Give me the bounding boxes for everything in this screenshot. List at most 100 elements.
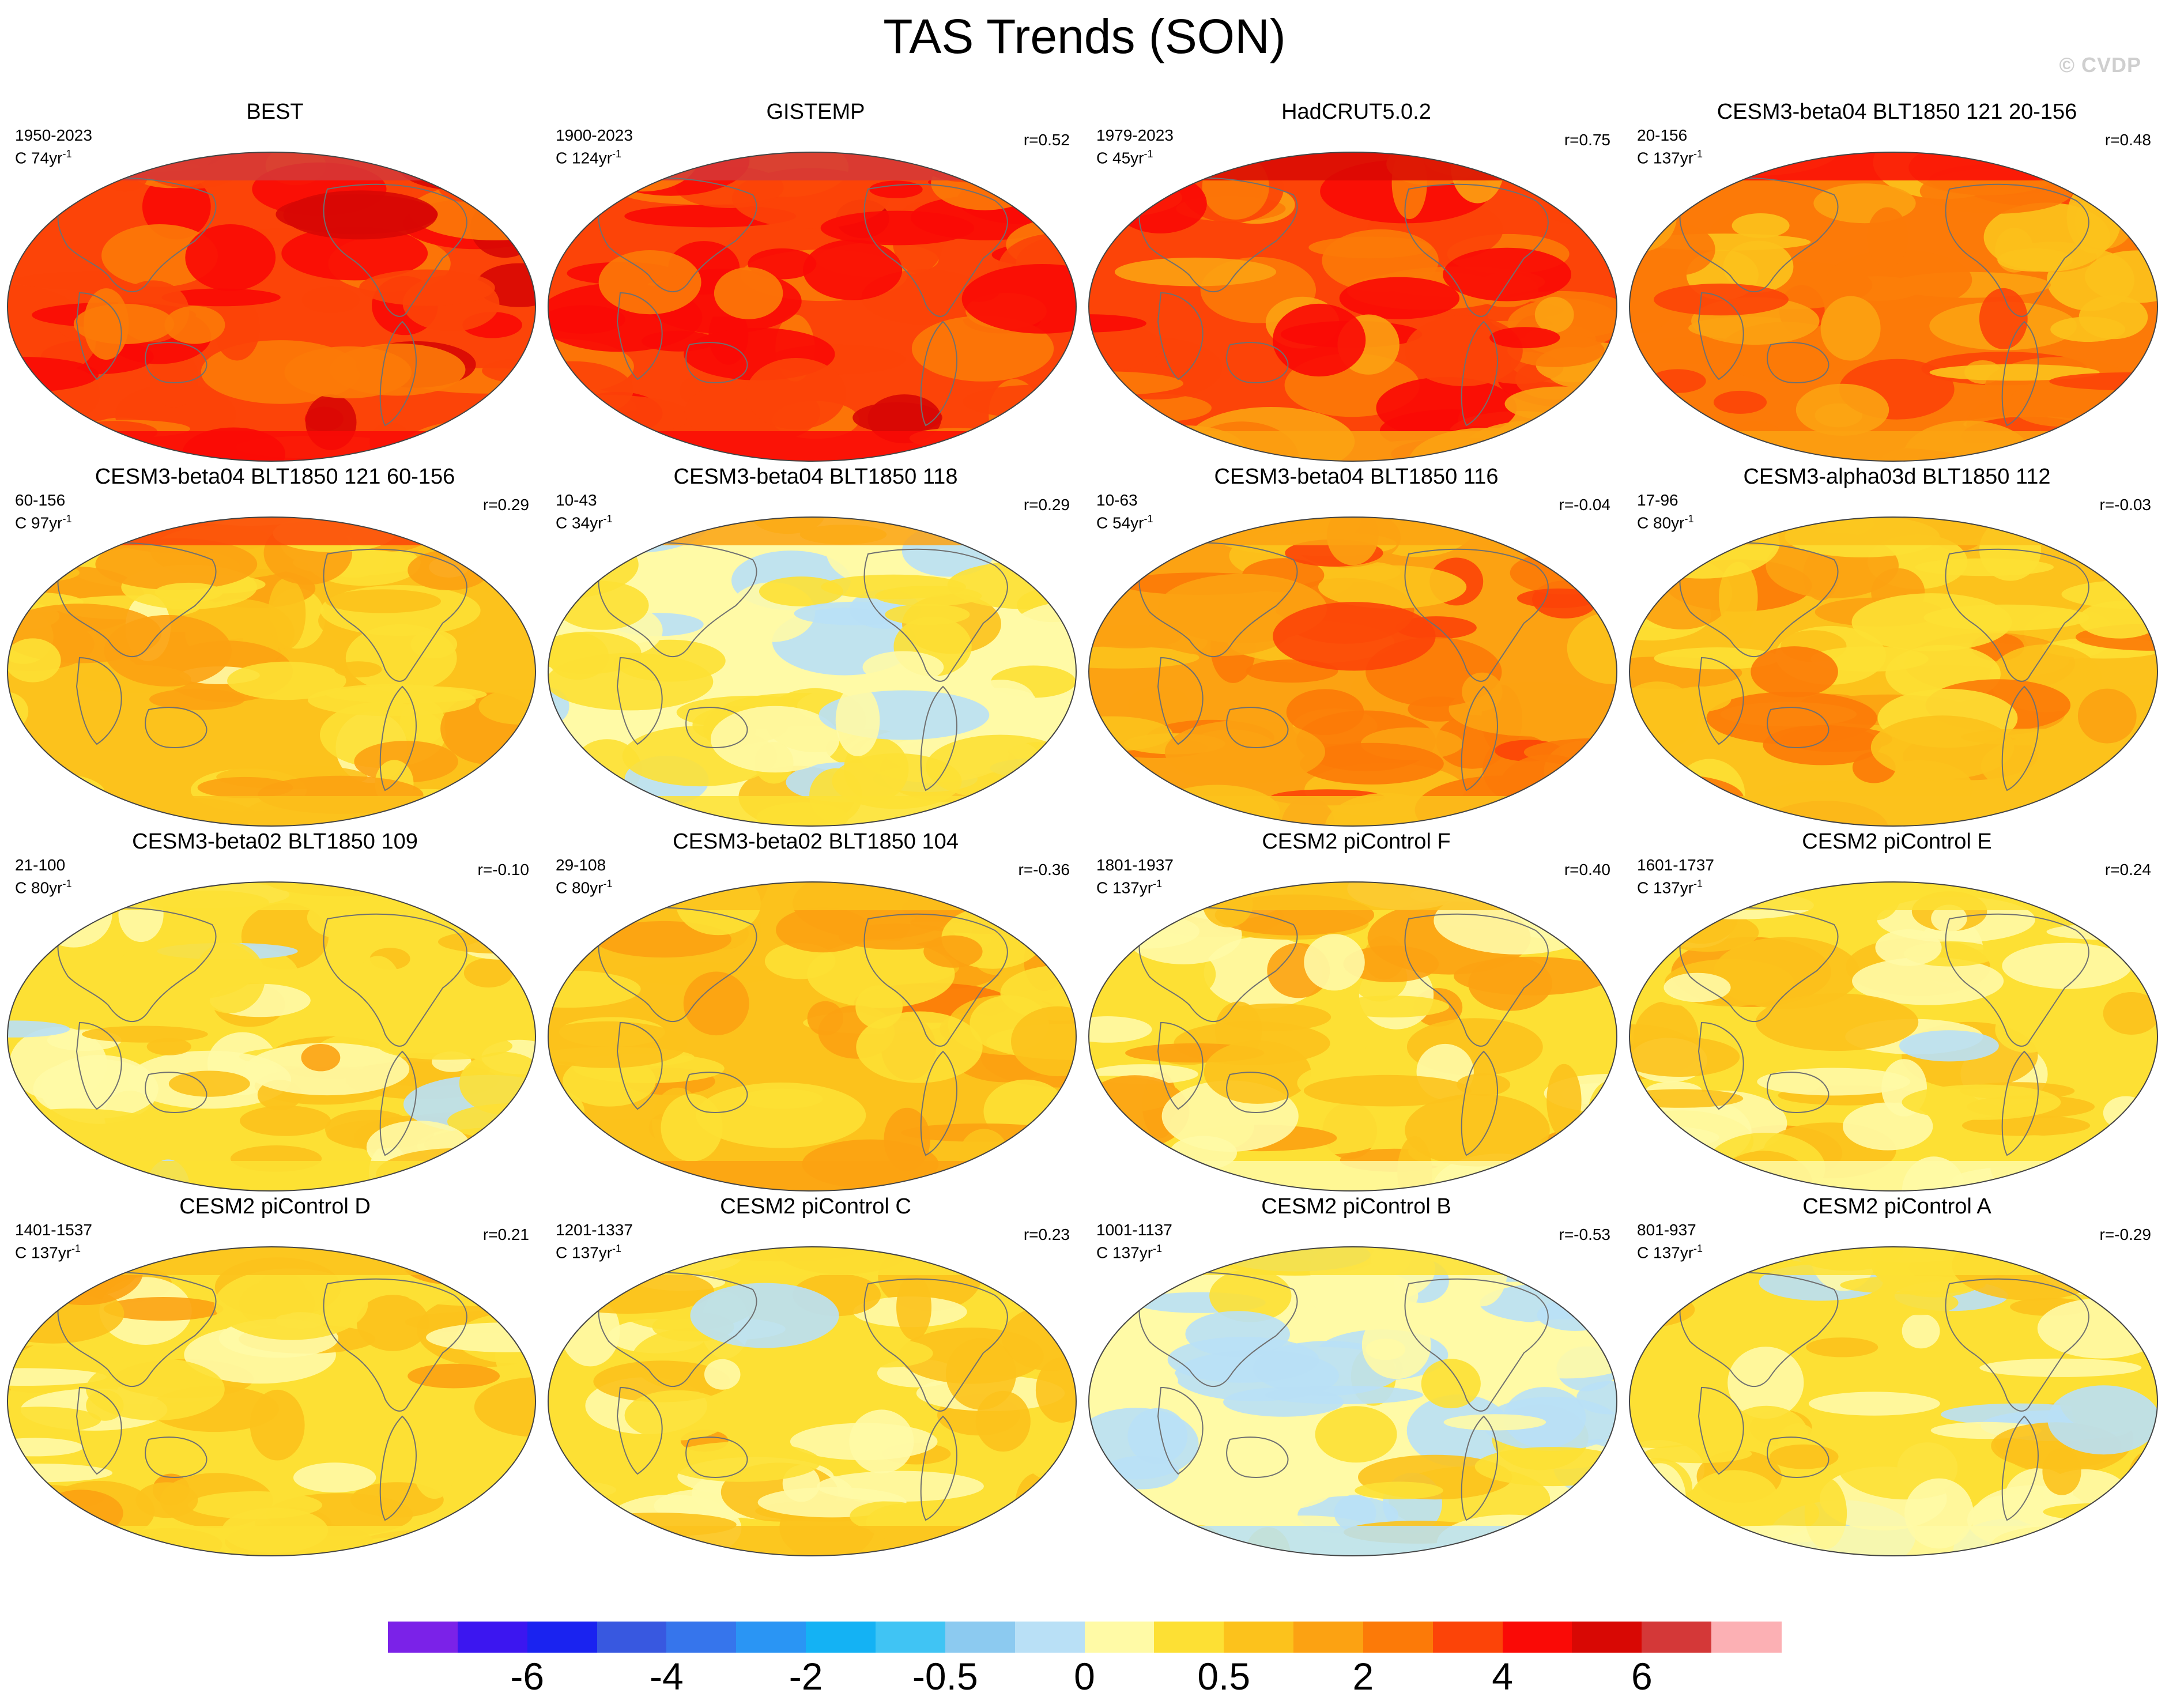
trend-map (1629, 152, 2158, 462)
map-border (548, 1246, 1077, 1556)
coastline (1698, 292, 1744, 380)
map-border (7, 516, 536, 827)
map-border (1088, 152, 1617, 462)
coastline (616, 1386, 663, 1475)
panel-record-length-text: C 80yr (556, 878, 603, 897)
panel-record-length: C 137yr-1 (1637, 875, 1703, 896)
map-border (7, 152, 536, 462)
trend-map (7, 1246, 536, 1556)
trend-map (1629, 1246, 2158, 1556)
coastline (2001, 321, 2039, 427)
map-border (1629, 881, 2158, 1192)
trend-map (7, 881, 536, 1192)
arctic-band (548, 517, 1076, 545)
colorbar-label: 4 (1492, 1655, 1513, 1698)
trend-region (1089, 646, 1199, 669)
trend-region (1806, 1337, 1878, 1358)
map-fill (548, 1247, 1076, 1556)
panel-record-length-exponent: -1 (1684, 513, 1694, 525)
trend-region (168, 1070, 250, 1097)
trend-region (1719, 561, 1758, 634)
trend-region (2002, 942, 2132, 989)
trend-region (563, 1055, 656, 1107)
coastline (616, 292, 663, 380)
trend-region (476, 152, 535, 190)
trend-region (35, 882, 112, 948)
coastline (1226, 1072, 1289, 1113)
trend-region (931, 156, 1039, 210)
trend-region (1128, 686, 1190, 724)
arctic-band (7, 517, 535, 545)
map-panel: CESM2 piControl C 1201-1337 C 137yr-1 r=0.2… (545, 1194, 1086, 1560)
panel-record-length: C 137yr-1 (556, 1240, 621, 1261)
trend-region (378, 1032, 513, 1060)
trend-region (478, 689, 535, 725)
trend-region (1114, 257, 1277, 286)
coastline (145, 342, 208, 383)
map-panel: CESM3-beta04 BLT1850 116 10-63 C 54yr-1 r=-… (1086, 464, 1627, 831)
trend-map (1629, 881, 2158, 1192)
trend-region (194, 941, 266, 1013)
coastline (145, 707, 208, 748)
colorbar-box (945, 1622, 1016, 1653)
trend-region (1202, 1468, 1333, 1511)
map-fill (1629, 1247, 2157, 1556)
coastline (76, 1021, 122, 1110)
arctic-band (1629, 1247, 2157, 1275)
arctic-band (1629, 517, 2157, 545)
trend-region (1751, 646, 1838, 697)
coastline (920, 1415, 957, 1521)
trend-region (1875, 929, 1942, 966)
trend-region (2099, 889, 2157, 930)
trend-region (408, 550, 490, 590)
trend-region (1563, 885, 1617, 914)
coastline (863, 183, 1008, 317)
trend-region (1654, 283, 1789, 316)
trend-region (552, 1247, 635, 1298)
trend-region (7, 1248, 73, 1307)
arctic-band (1629, 152, 2157, 180)
panel-pattern-correlation: r=0.52 (1023, 131, 1070, 149)
map-border (1629, 152, 2158, 462)
trend-region (2106, 1515, 2152, 1556)
trend-region (1663, 972, 1731, 1002)
trend-region (7, 152, 109, 174)
coastline (1945, 913, 2089, 1047)
arctic-band (1089, 152, 1617, 180)
trend-region (2000, 447, 2140, 461)
trend-region (82, 1025, 208, 1043)
coastline (379, 685, 417, 791)
trend-region (473, 421, 512, 461)
trend-region (95, 538, 258, 590)
trend-region (1512, 1526, 1583, 1556)
trend-region (1443, 1414, 1546, 1431)
trend-region (1567, 612, 1617, 684)
map-panel: CESM3-alpha03d BLT1850 112 17-96 C 80yr-1 r… (1627, 464, 2167, 831)
trend-region (39, 1490, 123, 1537)
trend-region (84, 288, 129, 360)
panel-record-length-text: C 45yr (1096, 149, 1144, 167)
trend-map (7, 152, 536, 462)
map-panel: CESM2 piControl A 801-937 C 137yr-1 r=-0.29 (1627, 1194, 2167, 1560)
trend-region (548, 517, 675, 529)
trend-region (548, 1171, 603, 1191)
coastline (145, 1436, 208, 1478)
trend-region (1272, 303, 1366, 377)
panel-pattern-correlation: r=-0.29 (2099, 1226, 2152, 1243)
trend-region (164, 306, 225, 344)
trend-region (1405, 1094, 1550, 1167)
panel-title: BEST (246, 100, 304, 124)
trend-region (961, 264, 1076, 334)
coastline (1138, 177, 1298, 292)
trend-map (7, 516, 536, 827)
trend-region (1644, 1444, 1752, 1464)
trend-map (1088, 881, 1617, 1192)
trend-region (776, 907, 871, 953)
trend-region (1629, 1412, 1715, 1448)
trend-region (1376, 376, 1517, 439)
panel-period: 21-100 (15, 856, 66, 874)
map-border (548, 516, 1077, 827)
panel-record-length-text: C 54yr (1096, 514, 1144, 532)
trend-region (1465, 445, 1508, 461)
arctic-band (548, 152, 1076, 180)
